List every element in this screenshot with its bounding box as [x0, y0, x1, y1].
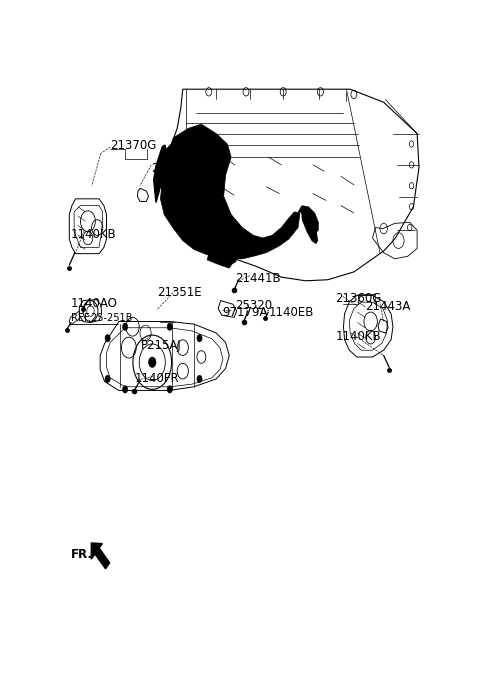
Text: 1140AO: 1140AO [71, 297, 117, 311]
Polygon shape [209, 246, 237, 265]
Polygon shape [154, 139, 176, 194]
Text: 21351E: 21351E [156, 286, 201, 299]
Text: 1140EB: 1140EB [269, 306, 314, 319]
Polygon shape [154, 145, 166, 203]
Text: P215AJ: P215AJ [141, 338, 182, 351]
Polygon shape [207, 247, 235, 268]
Text: 21370G: 21370G [110, 138, 156, 152]
Text: 21373B: 21373B [151, 162, 196, 175]
Circle shape [167, 323, 172, 330]
Circle shape [122, 386, 128, 393]
Polygon shape [160, 124, 300, 259]
Circle shape [148, 357, 156, 367]
Circle shape [105, 334, 110, 342]
Polygon shape [298, 205, 319, 234]
Circle shape [105, 376, 110, 382]
Text: FR.: FR. [71, 548, 93, 561]
Text: REF.25-251B: REF.25-251B [71, 313, 132, 323]
Polygon shape [302, 212, 317, 243]
Text: 21441B: 21441B [235, 272, 280, 285]
Circle shape [167, 386, 172, 393]
Text: 25320: 25320 [235, 300, 272, 313]
Circle shape [197, 376, 202, 382]
Polygon shape [91, 543, 110, 569]
Circle shape [197, 334, 202, 342]
Text: 21443A: 21443A [365, 300, 410, 313]
Text: 1140KB: 1140KB [71, 228, 117, 241]
Text: 21360G: 21360G [335, 292, 382, 304]
Text: 1140FR: 1140FR [134, 372, 179, 385]
Text: 1140KB: 1140KB [335, 330, 381, 342]
Text: 97179A: 97179A [222, 306, 267, 319]
Circle shape [122, 323, 128, 330]
